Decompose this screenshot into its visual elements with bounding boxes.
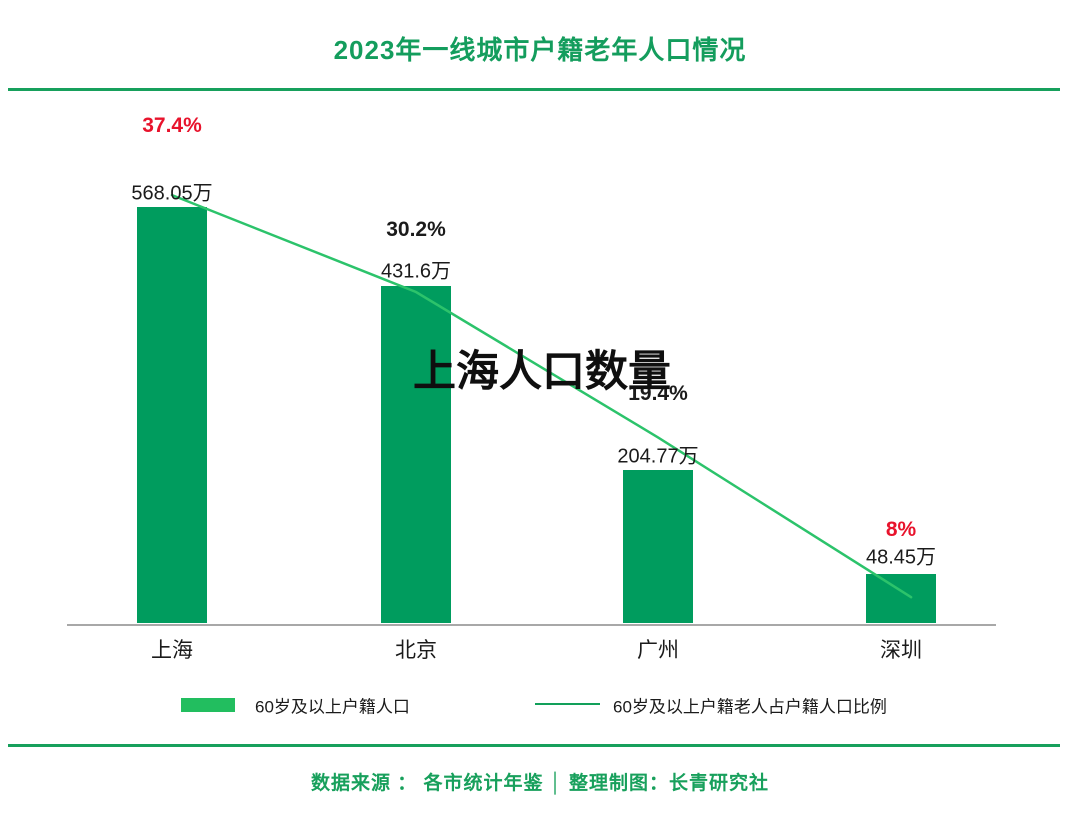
x-axis-label-北京: 北京 <box>395 639 437 662</box>
pct-label-上海: 37.4% <box>142 114 202 137</box>
pct-label-北京: 30.2% <box>386 218 446 241</box>
legend-bar-swatch <box>181 698 235 712</box>
pct-label-深圳: 8% <box>885 518 917 541</box>
bar-北京 <box>381 286 451 623</box>
overlay-watermark-text: 上海人口数量 <box>413 348 671 396</box>
legend-line-label: 60岁及以上户籍老人占户籍人口比例 <box>613 697 887 717</box>
bar-value-label-深圳: 48.45万 <box>865 546 937 569</box>
bar-value-label-广州: 204.77万 <box>617 445 699 468</box>
bar-value-label-上海: 568.05万 <box>131 182 213 205</box>
bar-深圳 <box>866 574 936 623</box>
x-axis-label-广州: 广州 <box>637 639 679 662</box>
top-divider-rule <box>8 88 1060 91</box>
legend-bar-label: 60岁及以上户籍人口 <box>255 697 410 717</box>
x-axis-label-上海: 上海 <box>151 639 193 662</box>
bar-value-label-北京: 431.6万 <box>380 260 452 283</box>
data-source-footer: 数据来源 ： 各市统计年鉴 │ 整理制图：长青研究社 <box>311 773 769 794</box>
bar-上海 <box>137 207 207 623</box>
pct-label-广州: 19.4% <box>628 382 688 405</box>
bottom-divider-rule <box>8 744 1060 747</box>
legend-line-swatch <box>535 703 600 705</box>
x-axis-line <box>67 624 996 626</box>
page-title: 2023年一线城市户籍老年人口情况 <box>333 35 747 65</box>
x-axis-label-深圳: 深圳 <box>880 639 922 662</box>
bar-广州 <box>623 470 693 623</box>
